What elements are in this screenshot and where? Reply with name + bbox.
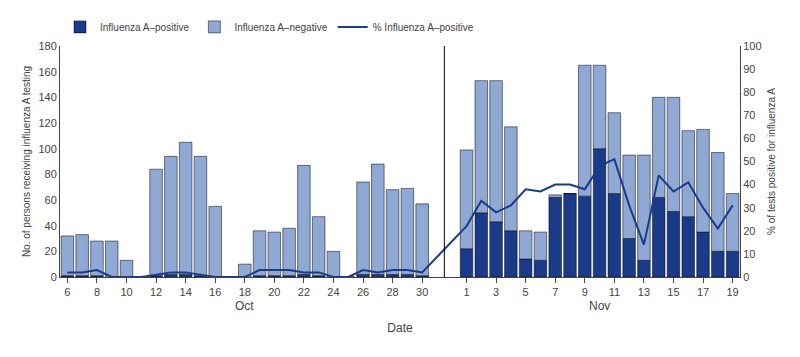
svg-text:70: 70 — [743, 109, 755, 121]
svg-text:26: 26 — [357, 286, 369, 298]
svg-text:24: 24 — [327, 286, 339, 298]
svg-text:15: 15 — [667, 286, 679, 298]
svg-text:0: 0 — [51, 271, 57, 283]
svg-text:30: 30 — [743, 202, 755, 214]
svg-text:30: 30 — [416, 286, 428, 298]
svg-text:6: 6 — [64, 286, 70, 298]
svg-text:Influenza A–negative: Influenza A–negative — [234, 22, 327, 33]
svg-text:40: 40 — [743, 178, 755, 190]
svg-text:17: 17 — [697, 286, 709, 298]
svg-text:% Influenza A–positive: % Influenza A–positive — [373, 22, 474, 33]
svg-text:Nov: Nov — [589, 299, 610, 313]
svg-text:160: 160 — [38, 66, 56, 78]
svg-text:0: 0 — [743, 271, 749, 283]
svg-text:7: 7 — [552, 286, 558, 298]
svg-text:11: 11 — [609, 286, 620, 298]
svg-text:12: 12 — [150, 286, 162, 298]
svg-text:22: 22 — [298, 286, 310, 298]
svg-text:20: 20 — [743, 225, 755, 237]
svg-text:5: 5 — [523, 286, 529, 298]
svg-text:1: 1 — [463, 286, 469, 298]
svg-text:10: 10 — [120, 286, 132, 298]
svg-text:28: 28 — [386, 286, 398, 298]
svg-text:180: 180 — [38, 40, 56, 52]
svg-text:90: 90 — [743, 63, 755, 75]
svg-text:16: 16 — [209, 286, 221, 298]
svg-text:% of tests positive for influe: % of tests positive for influenza A — [766, 88, 777, 235]
svg-text:Oct: Oct — [235, 299, 254, 313]
svg-text:100: 100 — [38, 143, 56, 155]
svg-text:3: 3 — [493, 286, 499, 298]
svg-text:100: 100 — [743, 40, 761, 52]
svg-text:40: 40 — [45, 220, 57, 232]
svg-text:120: 120 — [38, 117, 56, 129]
svg-text:60: 60 — [45, 194, 57, 206]
svg-text:20: 20 — [45, 245, 57, 257]
svg-text:80: 80 — [45, 168, 57, 180]
svg-text:8: 8 — [94, 286, 100, 298]
svg-text:9: 9 — [582, 286, 588, 298]
svg-text:No. of persons receiving influ: No. of persons receiving influenza A tes… — [21, 66, 32, 257]
svg-text:50: 50 — [743, 155, 755, 167]
svg-text:Date: Date — [387, 321, 413, 335]
svg-text:18: 18 — [239, 286, 251, 298]
svg-text:14: 14 — [180, 286, 192, 298]
svg-text:13: 13 — [638, 286, 650, 298]
svg-text:Influenza A–positive: Influenza A–positive — [100, 22, 189, 33]
svg-text:60: 60 — [743, 132, 755, 144]
svg-text:10: 10 — [743, 248, 755, 260]
svg-text:19: 19 — [726, 286, 738, 298]
svg-text:20: 20 — [268, 286, 280, 298]
svg-text:80: 80 — [743, 86, 755, 98]
svg-text:140: 140 — [38, 91, 56, 103]
